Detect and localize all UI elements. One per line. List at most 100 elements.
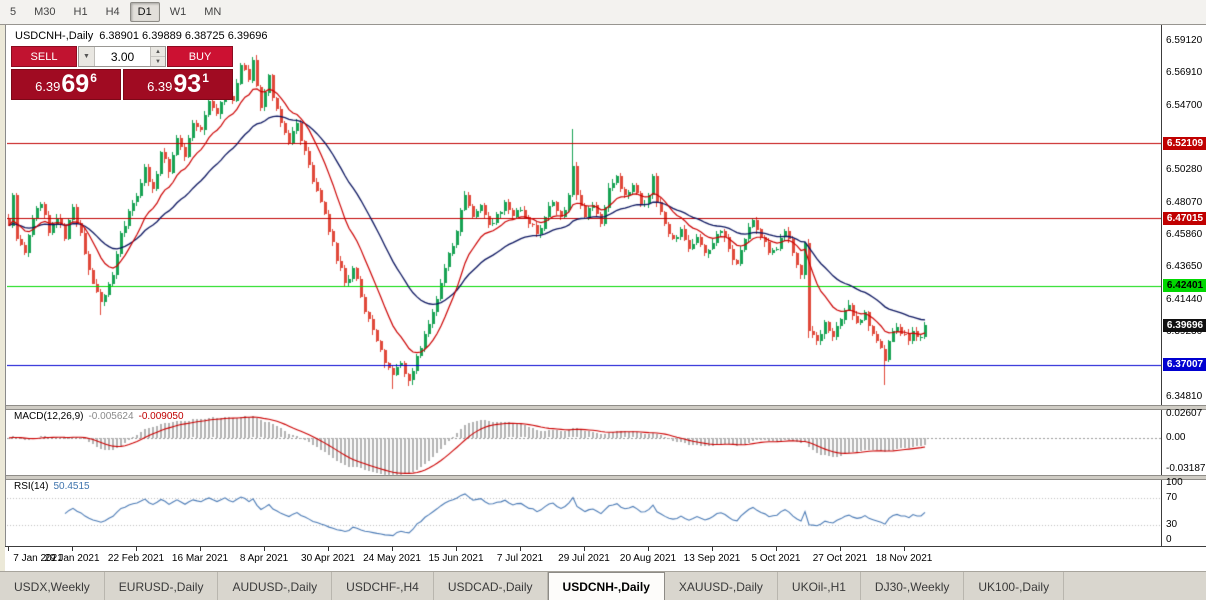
- timeframe-h1[interactable]: H1: [73, 6, 88, 18]
- one-click-trade-panel: SELL ▼ 3.00 ▲ ▼ BUY 6.39 69: [11, 46, 233, 100]
- time-axis-tick: [392, 547, 393, 551]
- timeframe-toolbar: 5 M30 H1 H4 D1 W1 MN: [0, 0, 1206, 25]
- hline-price-tag-6.47015[interactable]: 6.47015: [1163, 211, 1206, 225]
- chart-region: USDCNH-,Daily 6.38901 6.39889 6.38725 6.3…: [5, 25, 1206, 546]
- time-axis-tick: [328, 547, 329, 551]
- time-axis-tick: [456, 547, 457, 551]
- time-axis-label: 5 Oct 2021: [751, 553, 801, 564]
- time-axis-tick: [584, 547, 585, 551]
- price-scale-label: 6.54700: [1166, 99, 1203, 111]
- time-axis-tick: [520, 547, 521, 551]
- pane-separator[interactable]: [6, 405, 1206, 410]
- time-axis-label: 22 Feb 2021: [107, 553, 165, 564]
- chart-tab-eurusd-daily[interactable]: EURUSD-,Daily: [104, 572, 219, 600]
- time-axis-tick: [776, 547, 777, 551]
- sell-button-label: SELL: [30, 50, 58, 63]
- rsi-scale-label: 0: [1166, 534, 1172, 545]
- time-axis-label: 27 Oct 2021: [812, 553, 868, 564]
- chart-tab-ukoil-h1[interactable]: UKOil-,H1: [777, 572, 861, 600]
- price-scale-label: 6.45860: [1166, 228, 1203, 240]
- chart-tab-usdchf-h4[interactable]: USDCHF-,H4: [332, 572, 434, 600]
- chart-canvas[interactable]: [7, 25, 1161, 546]
- price-scale-divider: [1161, 25, 1162, 546]
- timeframe-m30[interactable]: M30: [34, 6, 56, 18]
- time-axis-tick: [648, 547, 649, 551]
- sell-price-box[interactable]: 6.39 69 6: [11, 69, 121, 100]
- chart-tab-audusd-daily[interactable]: AUDUSD-,Daily: [218, 572, 333, 600]
- rsi-scale-label: 100: [1166, 477, 1183, 488]
- volume-spin-up-icon[interactable]: ▲: [151, 47, 165, 57]
- sell-price-main: 6.39: [35, 79, 61, 94]
- timeframe-5[interactable]: 5: [10, 6, 17, 18]
- chart-tab-usdcnh-daily[interactable]: USDCNH-,Daily: [547, 572, 665, 600]
- volume-spinner: ▲ ▼: [150, 47, 165, 66]
- time-axis-label: 15 Jun 2021: [428, 553, 484, 564]
- hline-price-tag-6.52109[interactable]: 6.52109: [1163, 136, 1206, 150]
- timeframe-w1[interactable]: W1: [169, 6, 187, 18]
- macd-indicator-label: MACD(12,26,9) -0.005624 -0.009050: [14, 411, 184, 422]
- sell-price-point: 6: [90, 71, 97, 85]
- price-scale-label: 6.56910: [1166, 67, 1203, 79]
- chart-tab-usdcad-daily[interactable]: USDCAD-,Daily: [433, 572, 548, 600]
- time-axis-tick: [904, 547, 905, 551]
- macd-name: MACD(12,26,9): [14, 411, 84, 422]
- time-axis-label: 13 Sep 2021: [683, 553, 741, 564]
- sell-button[interactable]: SELL: [11, 46, 77, 67]
- hline-price-tag-6.42401[interactable]: 6.42401: [1163, 279, 1206, 293]
- price-scale-label: 6.59120: [1166, 34, 1203, 46]
- macd-scale-label: 0.00: [1166, 431, 1186, 443]
- buy-price-pips: 93: [173, 70, 202, 98]
- time-axis-label: 29 Jan 2021: [44, 553, 100, 564]
- volume-spin-down-icon[interactable]: ▼: [151, 57, 165, 66]
- macd-main-value: -0.005624: [88, 411, 134, 422]
- buy-button[interactable]: BUY: [167, 46, 233, 67]
- chart-tab-usdx-weekly[interactable]: USDX,Weekly: [0, 572, 105, 600]
- time-axis-label: 18 Nov 2021: [875, 553, 933, 564]
- hline-price-tag-6.37007[interactable]: 6.37007: [1163, 358, 1206, 372]
- time-axis-tick: [264, 547, 265, 551]
- rsi-scale-label: 30: [1166, 518, 1178, 530]
- volume-field[interactable]: 3.00: [110, 49, 135, 64]
- time-axis-label: 30 Apr 2021: [301, 553, 355, 564]
- price-scale-label: 6.34810: [1166, 390, 1203, 402]
- timeframe-mn[interactable]: MN: [204, 6, 222, 18]
- chart-tab-uk100-daily[interactable]: UK100-,Daily: [964, 572, 1065, 600]
- time-axis-tick: [712, 547, 713, 551]
- trade-prices-row: 6.39 69 6 6.39 93 1: [11, 69, 233, 100]
- price-scale-label: 6.48070: [1166, 196, 1203, 208]
- buy-price-box[interactable]: 6.39 93 1: [123, 69, 233, 100]
- time-axis-label: 20 Aug 2021: [619, 553, 677, 564]
- timeframe-d1[interactable]: D1: [129, 2, 160, 22]
- volume-dropdown-arrow-icon[interactable]: ▼: [79, 47, 95, 66]
- time-axis-label: 29 Jul 2021: [558, 553, 610, 564]
- buy-price-point: 1: [202, 71, 209, 85]
- ohlc-values: 6.38901 6.39889 6.38725 6.39696: [99, 30, 268, 42]
- price-scale-label: 6.43650: [1166, 261, 1203, 273]
- time-axis-tick: [8, 547, 9, 551]
- time-axis-label: 24 May 2021: [363, 553, 421, 564]
- time-axis[interactable]: 7 Jan 2021 29 Jan 2021 22 Feb 2021 16 Mar 2…: [5, 546, 1206, 572]
- time-axis-tick: [72, 547, 73, 551]
- rsi-indicator-label: RSI(14) 50.4515: [14, 481, 90, 492]
- time-axis-label: 7 Jan 2021: [13, 553, 63, 564]
- trade-controls-row: SELL ▼ 3.00 ▲ ▼ BUY: [11, 46, 233, 67]
- price-scale-label: 6.41440: [1166, 293, 1203, 305]
- chart-tab-dj30-weekly[interactable]: DJ30-,Weekly: [860, 572, 965, 600]
- macd-scale-label: 0.02607: [1166, 408, 1203, 419]
- buy-button-label: BUY: [188, 50, 212, 63]
- chart-tab-bar: USDX,Weekly EURUSD-,Daily AUDUSD-,Daily USD…: [0, 571, 1206, 600]
- time-axis-tick: [200, 547, 201, 551]
- time-axis-label: 7 Jul 2021: [496, 553, 544, 564]
- timeframe-h4[interactable]: H4: [105, 6, 120, 18]
- price-scale-label: 6.50280: [1166, 164, 1203, 176]
- current-price-tag[interactable]: 6.39696: [1163, 318, 1206, 332]
- rsi-scale-label: 70: [1166, 492, 1178, 504]
- pane-separator[interactable]: [6, 475, 1206, 480]
- buy-price-main: 6.39: [147, 79, 173, 94]
- time-axis-tick: [136, 547, 137, 551]
- rsi-value: 50.4515: [53, 481, 90, 492]
- chart-tab-xauusd-daily[interactable]: XAUUSD-,Daily: [664, 572, 778, 600]
- time-axis-label: 16 Mar 2021: [171, 553, 229, 564]
- symbol-name: USDCNH-,Daily: [15, 30, 94, 42]
